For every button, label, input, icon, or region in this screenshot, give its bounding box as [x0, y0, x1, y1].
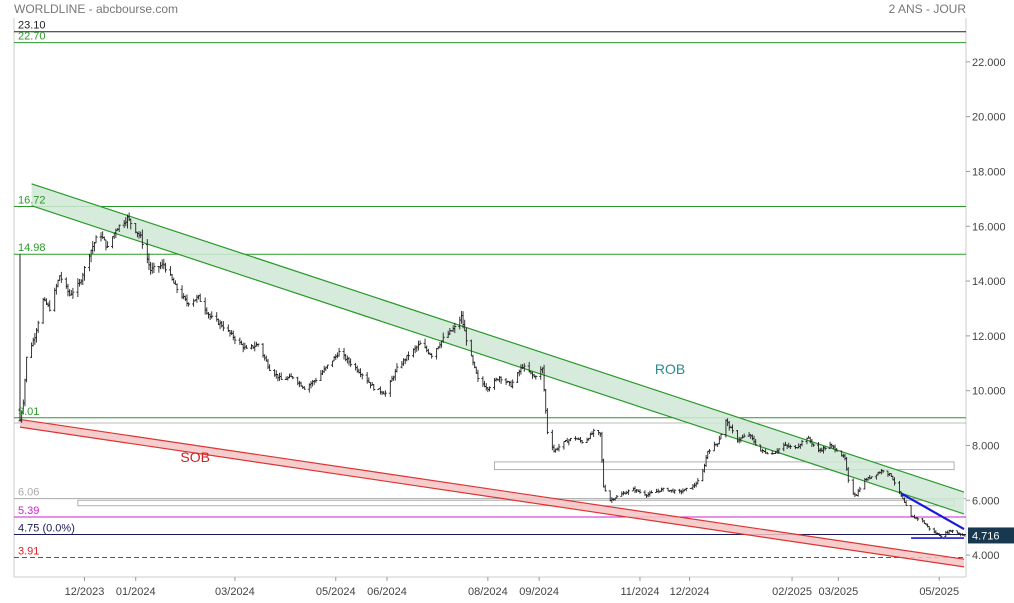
gap-zone — [493, 461, 955, 471]
y-tick-label: 22.000 — [972, 57, 1006, 69]
level-label: 22.70 — [18, 31, 46, 43]
y-tick-label: 12.000 — [972, 331, 1006, 343]
level-label: 14.98 — [18, 242, 46, 254]
level-label: 6.06 — [18, 487, 39, 499]
y-tick-label: 14.000 — [972, 276, 1006, 288]
x-tick-label: 06/2024 — [367, 586, 407, 598]
channel-fill — [20, 419, 964, 567]
channel-lower-line — [19, 426, 965, 568]
level-label: 5.39 — [18, 505, 39, 517]
x-axis: 12/2023 01/2024 03/2024 05/2024 06/2024 08/20… — [65, 577, 959, 598]
x-tick-label: 08/2024 — [468, 586, 508, 598]
x-tick-label: 03/2025 — [818, 586, 858, 598]
wedge-upper-line — [900, 492, 965, 531]
chart-title: WORLDLINE - abcbourse.com — [14, 2, 179, 16]
x-tick-label: 12/2023 — [65, 586, 105, 598]
x-tick-label: 05/2025 — [919, 586, 959, 598]
level-label: 16.72 — [18, 195, 46, 207]
level-label: 3.91 — [18, 546, 39, 558]
x-tick-label: 05/2024 — [316, 586, 356, 598]
level-label: 9.01 — [18, 406, 39, 418]
channel-label: ROB — [655, 361, 685, 377]
y-tick-label: 8.000 — [972, 440, 1000, 452]
chart-frame — [13, 18, 967, 578]
y-tick-label: 16.000 — [972, 221, 1006, 233]
last-price-label: 4.716 — [972, 530, 1000, 542]
level-label: 23.10 — [18, 20, 46, 32]
y-tick-label: 6.000 — [972, 495, 1000, 507]
channel-fill — [31, 183, 964, 514]
y-tick-label: 18.000 — [972, 166, 1006, 178]
x-tick-label: 01/2024 — [116, 586, 156, 598]
period-label: 2 ANS - JOUR — [888, 2, 966, 16]
channel-upper-line — [19, 418, 965, 560]
channel-upper-line — [31, 183, 965, 493]
y-axis: 4.000 6.000 8.000 10.000 12.000 14.000 16.000 1… — [966, 57, 1006, 562]
x-tick-label: 11/2024 — [620, 586, 659, 598]
x-tick-label: 09/2024 — [519, 586, 559, 598]
ohlc-bars — [18, 212, 966, 539]
channel-lower-line — [31, 205, 965, 515]
x-tick-label: 03/2024 — [215, 586, 255, 598]
y-tick-label: 20.000 — [972, 112, 1006, 124]
wedge-pattern — [900, 492, 965, 539]
last-price-tag — [968, 527, 1014, 544]
trend-channels — [19, 183, 965, 568]
level-label: 4.75 (0.0%) — [18, 523, 75, 535]
x-tick-label: 12/2024 — [670, 586, 710, 598]
x-tick-label: 02/2025 — [772, 586, 812, 598]
channel-label: SOB — [180, 449, 210, 465]
y-tick-label: 4.000 — [972, 550, 1000, 562]
y-tick-label: 10.000 — [972, 386, 1006, 398]
horizontal-levels — [14, 31, 966, 559]
